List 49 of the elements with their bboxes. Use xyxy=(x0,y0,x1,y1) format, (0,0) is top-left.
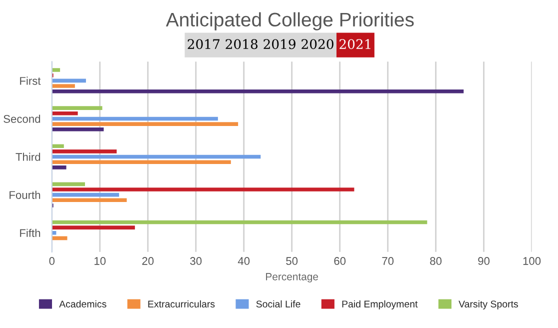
x-tick-label: 50 xyxy=(286,257,298,265)
x-tick-label: 100 xyxy=(523,257,541,265)
x-tick-label: 10 xyxy=(94,257,106,265)
y-tick-label: Second xyxy=(4,114,40,123)
bar xyxy=(52,188,354,192)
y-tick-label: Fourth xyxy=(10,190,40,199)
x-tick-label: 70 xyxy=(382,257,394,265)
bar xyxy=(52,220,428,224)
x-tick-label: 20 xyxy=(142,257,154,265)
text: 2018 xyxy=(226,39,258,50)
text: 2021 xyxy=(340,39,370,50)
bar xyxy=(52,127,104,132)
x-tick-label: 30 xyxy=(190,257,202,265)
text: 2020 xyxy=(302,39,334,50)
bar xyxy=(52,116,218,121)
bar xyxy=(52,68,60,72)
legend-label: Academics xyxy=(59,300,106,308)
bar xyxy=(52,236,68,240)
x-tick-label: 90 xyxy=(478,257,490,265)
x-axis-title: Percentage xyxy=(266,273,318,282)
bar xyxy=(52,150,117,154)
bar xyxy=(52,106,102,110)
legend-label: Social Life xyxy=(256,300,300,308)
x-tick-label: 80 xyxy=(430,257,442,265)
x-tick-label: 60 xyxy=(334,257,346,265)
bar xyxy=(52,182,86,186)
bar xyxy=(52,154,261,159)
text: 2017 xyxy=(188,39,220,50)
bar xyxy=(52,160,231,164)
bar xyxy=(52,89,464,94)
bar xyxy=(52,84,75,88)
legend-label: Varsity Sports xyxy=(458,300,518,310)
text: 2019 xyxy=(264,39,296,50)
bar xyxy=(52,192,120,197)
bar xyxy=(52,166,66,170)
y-tick-label: Third xyxy=(16,152,40,161)
bar xyxy=(52,122,238,126)
legend-label: Extracurriculars xyxy=(148,300,215,308)
bar xyxy=(52,226,135,230)
bar xyxy=(52,78,86,83)
bar xyxy=(52,112,78,116)
y-tick-label: Fifth xyxy=(20,228,40,237)
bar xyxy=(52,198,127,202)
legend-label: Paid Employment xyxy=(342,300,418,310)
x-tick-label: 40 xyxy=(238,257,250,265)
chart-title: Anticipated College Priorities xyxy=(166,12,414,30)
x-tick-label: 0 xyxy=(49,257,55,265)
y-tick-label: First xyxy=(20,76,41,85)
bar xyxy=(52,144,64,148)
